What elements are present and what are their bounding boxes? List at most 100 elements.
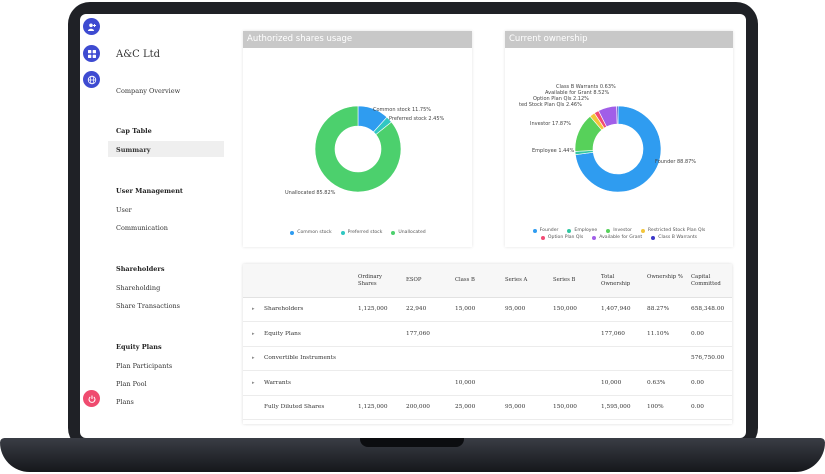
table-row[interactable]: ▸ Convertible Instruments 576,750.00	[243, 347, 732, 371]
legend-available-for-grant[interactable]: Available for Grant	[592, 235, 642, 240]
table-cell: 95,000	[505, 404, 526, 410]
nav-heading-shareholders: Shareholders	[116, 265, 165, 273]
row-label: Convertible Instruments	[264, 355, 336, 361]
col-series-a[interactable]: Series A	[505, 277, 528, 283]
ownership-legend: Founder Employee Investor Restricted Sto…	[511, 228, 727, 240]
current-ownership-title: Current ownership	[505, 31, 733, 48]
col-ownership-pct[interactable]: Ownership %	[647, 274, 683, 280]
table-cell: 576,750.00	[691, 355, 725, 361]
legend-unallocated[interactable]: Unallocated	[391, 230, 426, 235]
legend-employee[interactable]: Employee	[567, 228, 597, 233]
col-class-b[interactable]: Class B	[455, 277, 475, 283]
nav-share-transactions[interactable]: Share Transactions	[116, 302, 181, 310]
legend-class-b-warrants[interactable]: Class B Warrants	[651, 235, 697, 240]
slice-class-b-warrants[interactable]	[616, 105, 619, 125]
table-cell: 95,000	[505, 306, 526, 312]
col-capital-committed[interactable]: Capital Committed	[691, 274, 721, 287]
label-option-plan: Option Plan Qls 2.12%	[533, 96, 589, 102]
app-screen: A&C Ltd Company Overview Cap Table Summa…	[80, 14, 746, 438]
table-cell: 658,348.00	[691, 306, 725, 312]
slice-founder[interactable]	[575, 105, 662, 193]
row-label: Warrants	[264, 379, 291, 386]
table-cell: 0.00	[691, 379, 704, 386]
legend-common-stock[interactable]: Common stock	[290, 230, 332, 235]
table-cell: 15,000	[455, 306, 476, 312]
table-cell: 177,060	[406, 330, 430, 337]
table-cell: 100%	[647, 404, 664, 410]
table-cell: 0.00	[691, 330, 704, 337]
nav-active-highlight	[108, 141, 224, 157]
user-add-icon[interactable]	[83, 18, 100, 35]
table-cell: 88.27%	[647, 306, 670, 312]
legend-investor[interactable]: Investor	[606, 228, 632, 233]
nav-communication[interactable]: Communication	[116, 224, 168, 232]
legend-founder[interactable]: Founder	[532, 228, 558, 233]
nav-shareholding[interactable]: Shareholding	[116, 284, 161, 292]
table-cell: 150,000	[553, 404, 577, 410]
table-cell: 11.10%	[647, 330, 670, 337]
laptop-notch	[360, 438, 464, 447]
table-row[interactable]: ▸ Shareholders 1,125,000 22,940 15,000 95,000…	[243, 298, 732, 322]
nav-heading-cap-table: Cap Table	[116, 127, 152, 135]
globe-icon[interactable]	[83, 71, 100, 88]
table-cell: 1,125,000	[358, 306, 388, 312]
table-cell: 0.63%	[647, 379, 666, 386]
table-cell: 10,000	[455, 379, 476, 386]
authorized-shares-title: Authorized shares usage	[243, 31, 472, 48]
nav-plan-pool[interactable]: Plan Pool	[116, 380, 147, 388]
cap-table-summary: Ordinary Shares ESOP Class B Series A Se…	[243, 264, 732, 424]
legend-restricted-stock[interactable]: Restricted Stock Plan Qls	[640, 228, 705, 233]
row-label: Fully Diluted Shares	[264, 404, 325, 410]
col-esop[interactable]: ESOP	[406, 277, 422, 283]
table-cell: 25,000	[455, 404, 476, 410]
power-icon[interactable]	[83, 390, 100, 407]
col-ordinary-shares[interactable]: Ordinary Shares	[358, 274, 383, 287]
expand-chevron-icon[interactable]: ▸	[252, 306, 255, 312]
grid-icon[interactable]	[83, 45, 100, 62]
table-cell: 1,407,940	[601, 306, 631, 312]
table-cell: 1,595,000	[601, 404, 631, 410]
label-unallocated: Unallocated 85.82%	[285, 190, 336, 196]
nav-heading-equity-plans: Equity Plans	[116, 343, 162, 351]
table-cell: 10,000	[601, 379, 622, 386]
nav-heading-user-management: User Management	[116, 187, 183, 195]
table-cell: 1,125,000	[358, 404, 388, 410]
row-label: Shareholders	[264, 306, 304, 312]
label-employee: Employee 1.44%	[532, 148, 574, 154]
nav-user[interactable]: User	[116, 206, 132, 214]
expand-chevron-icon[interactable]: ▸	[252, 379, 255, 386]
table-cell: 200,000	[406, 404, 430, 410]
label-restricted-stock: ted Stock Plan Qls 2.46%	[519, 102, 582, 108]
nav-company-overview[interactable]: Company Overview	[116, 87, 181, 95]
label-common-stock: Common stock 11.75%	[373, 107, 431, 113]
table-cell: 150,000	[553, 306, 577, 312]
expand-chevron-icon[interactable]: ▸	[252, 355, 255, 361]
company-name: A&C Ltd	[116, 49, 161, 60]
table-cell: 177,060	[601, 330, 625, 337]
current-ownership-card: Current ownership Founder 88.87% Employe…	[505, 31, 733, 247]
nav-plans[interactable]: Plans	[116, 398, 134, 406]
col-series-b[interactable]: Series B	[553, 277, 576, 283]
expand-chevron-icon[interactable]: ▸	[252, 330, 255, 337]
table-header: Ordinary Shares ESOP Class B Series A Se…	[243, 264, 732, 298]
label-class-b-warrants: Class B Warrants 0.63%	[556, 84, 616, 90]
authorized-legend: Common stock Preferred stock Unallocated	[253, 230, 463, 235]
nav-plan-participants[interactable]: Plan Participants	[116, 362, 173, 370]
label-founder: Founder 88.87%	[655, 159, 696, 165]
row-label: Equity Plans	[264, 330, 301, 337]
label-investor: Investor 17.87%	[530, 121, 571, 127]
nav-summary[interactable]: Summary	[116, 146, 151, 154]
current-ownership-donut: Founder 88.87% Employee 1.44% Investor 1…	[519, 84, 696, 193]
table-row[interactable]: ▸ Equity Plans 177,060 177,060 11.10% 0.00	[243, 323, 732, 347]
slice-unallocated[interactable]	[314, 105, 402, 193]
legend-preferred-stock[interactable]: Preferred stock	[340, 230, 382, 235]
label-available-for-grant: Available for Grant 8.52%	[545, 90, 610, 96]
table-cell: 22,940	[406, 306, 427, 312]
table-cell: 0.00	[691, 404, 704, 410]
authorized-shares-donut: Common stock 11.75% Preferred stock 2.45…	[285, 105, 445, 196]
col-total-ownership[interactable]: Total Ownership	[601, 274, 631, 287]
authorized-shares-card: Authorized shares usage Common stock 11.…	[243, 31, 472, 247]
legend-option-plan[interactable]: Option Plan Qls	[540, 235, 583, 240]
table-row: Fully Diluted Shares 1,125,000 200,000 25,0…	[243, 396, 732, 420]
table-row[interactable]: ▸ Warrants 10,000 10,000 0.63% 0.00	[243, 372, 732, 396]
